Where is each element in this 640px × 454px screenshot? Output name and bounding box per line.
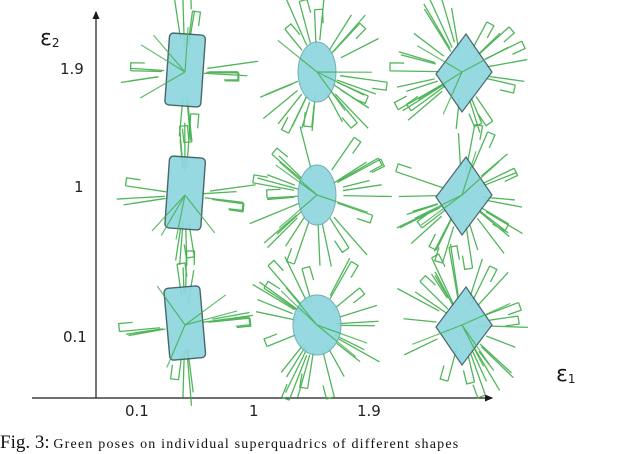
x-tick-label: 1 xyxy=(249,402,259,420)
y-tick-label: 0.1 xyxy=(63,328,87,346)
superquadric-ellipsoid xyxy=(250,126,392,266)
caption-text: Green poses on individual superquadrics … xyxy=(53,437,459,452)
y-tick-label: 1.9 xyxy=(60,60,84,78)
caption-label: Fig. 3: xyxy=(0,432,50,453)
y-tick-label: 1 xyxy=(74,178,84,196)
x-tick-label: 0.1 xyxy=(125,402,149,420)
y-axis-title: ε2 xyxy=(40,26,60,51)
y-axis-subscript: 2 xyxy=(52,36,60,50)
box-body xyxy=(164,286,206,361)
octahedron-body xyxy=(436,157,492,235)
superquadric-box xyxy=(117,114,256,266)
superquadric-ellipsoid xyxy=(260,0,387,133)
superquadric-octahedron xyxy=(396,124,523,269)
x-tick-label: 1.9 xyxy=(357,402,381,420)
superquadric-ellipsoid xyxy=(253,257,380,400)
superquadric-octahedron xyxy=(390,0,527,133)
x-axis-title: ε1 xyxy=(556,362,576,387)
x-axis-subscript: 1 xyxy=(568,372,576,386)
superquadric-box xyxy=(119,251,253,406)
octahedron-body xyxy=(436,34,492,112)
x-axis-symbol: ε xyxy=(556,362,568,387)
plot-canvas xyxy=(0,0,640,430)
y-axis-symbol: ε xyxy=(40,26,52,51)
figure-caption: Fig. 3: Green poses on individual superq… xyxy=(0,432,640,454)
superquadric-octahedron xyxy=(397,244,528,398)
